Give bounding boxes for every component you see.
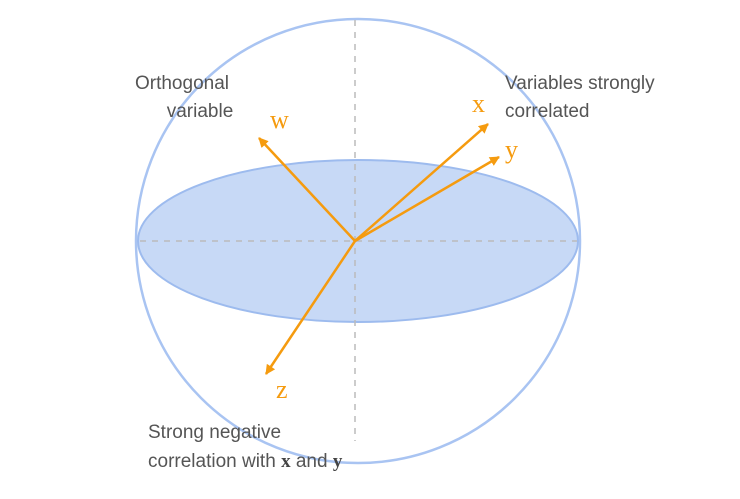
vector-y-arrow	[354, 155, 500, 243]
annotation-orthogonal-line2: variable	[167, 101, 234, 122]
annotation-correlated: Variables strongly correlated	[505, 73, 655, 122]
vector-x-arrow	[354, 123, 489, 242]
sphere-outline	[134, 17, 582, 465]
vector-x-label: x	[472, 89, 485, 118]
annotation-negative-line1: Strong negative	[148, 422, 281, 443]
vector-z-label: z	[276, 375, 288, 404]
annotation-negative-var-y: y	[333, 451, 343, 472]
annotation-negative: Strong negative correlation with x and y	[148, 422, 343, 472]
annotation-correlated-line2: correlated	[505, 101, 590, 122]
vector-z: z	[264, 240, 357, 404]
annotation-correlated-line1: Variables strongly	[505, 73, 655, 94]
vector-w-label: w	[270, 105, 289, 134]
vector-y-label: y	[505, 135, 518, 164]
annotation-orthogonal-line1: Orthogonal	[135, 73, 229, 94]
vector-z-arrow	[264, 240, 357, 375]
annotation-negative-and: and	[291, 451, 333, 472]
vector-w-arrow	[258, 137, 356, 242]
annotation-orthogonal: Orthogonal variable	[135, 73, 233, 122]
vector-y: y	[354, 135, 518, 243]
vector-w: w	[258, 105, 356, 242]
vector-x: x	[354, 89, 489, 242]
annotation-negative-line2: correlation with x and y	[148, 451, 343, 472]
annotation-negative-prefix: correlation with	[148, 451, 281, 472]
annotation-negative-var-x: x	[281, 451, 291, 472]
